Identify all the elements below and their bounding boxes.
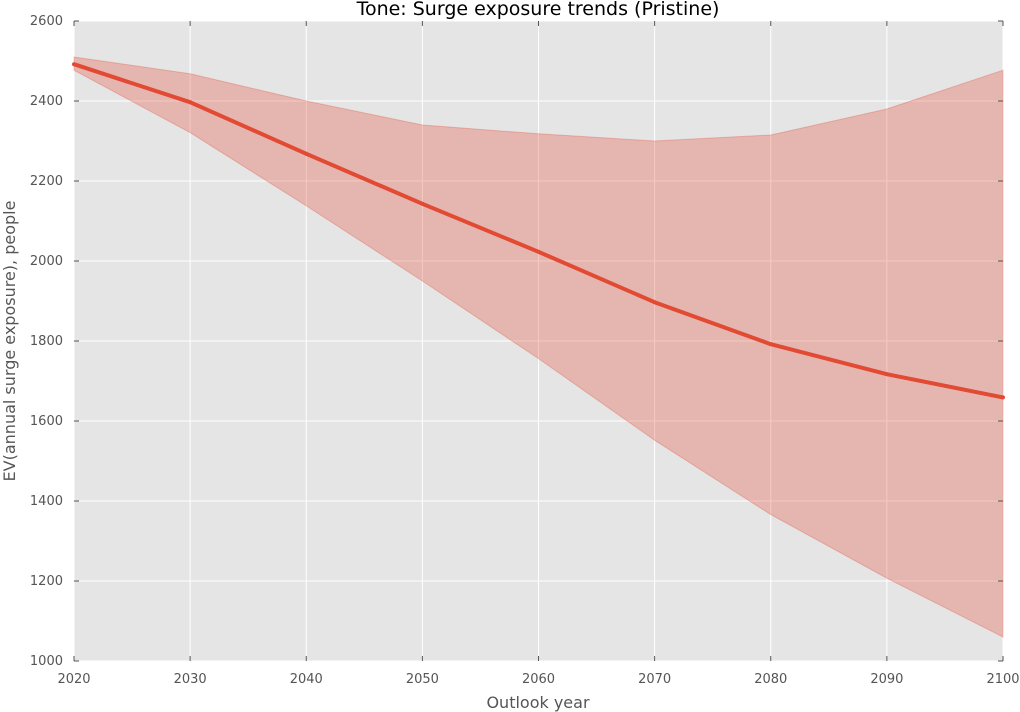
series-point xyxy=(304,151,309,156)
series-line-layer xyxy=(72,62,1005,400)
x-tick-label: 2040 xyxy=(290,672,323,687)
y-tick-label: 1600 xyxy=(30,414,63,429)
x-tick-label: 2030 xyxy=(174,672,207,687)
y-tick-label: 2400 xyxy=(30,94,63,109)
y-axis-title: EV(annual surge exposure), people xyxy=(0,201,19,482)
x-tick-label: 2070 xyxy=(638,672,671,687)
confidence-band-layer xyxy=(73,56,1004,638)
y-tick-labels: 1000 1200 1400 1600 1800 2000 2200 2400 2600 xyxy=(30,14,63,669)
chart-title: Tone: Surge exposure trends (Pristine) xyxy=(356,0,720,20)
x-tick-labels: 2020 2030 2040 2050 2060 2070 2080 2090 2100 xyxy=(57,672,1019,687)
x-tick-label: 2050 xyxy=(406,672,439,687)
y-tick-label: 1800 xyxy=(30,334,63,349)
axis-ticks xyxy=(73,20,1004,662)
series-point xyxy=(188,100,193,105)
x-tick-label: 2020 xyxy=(57,672,90,687)
y-tick-label: 1200 xyxy=(30,574,63,589)
x-tick-label: 2100 xyxy=(986,672,1019,687)
series-point xyxy=(72,62,76,67)
y-tick-label: 2000 xyxy=(30,254,63,269)
series-point xyxy=(536,249,541,254)
x-tick-label: 2090 xyxy=(870,672,903,687)
y-tick-label: 2200 xyxy=(30,174,63,189)
series-point xyxy=(652,300,657,305)
y-tick-label: 2600 xyxy=(30,14,63,29)
series-point xyxy=(1001,395,1005,400)
y-tick-label: 1000 xyxy=(30,654,63,669)
x-axis-title: Outlook year xyxy=(486,693,590,712)
confidence-band xyxy=(73,56,1004,638)
series-point xyxy=(420,201,425,206)
x-tick-label: 2060 xyxy=(522,672,555,687)
y-tick-label: 1400 xyxy=(30,494,63,509)
series-point xyxy=(884,372,889,377)
x-tick-label: 2080 xyxy=(754,672,787,687)
series-point xyxy=(768,342,773,347)
